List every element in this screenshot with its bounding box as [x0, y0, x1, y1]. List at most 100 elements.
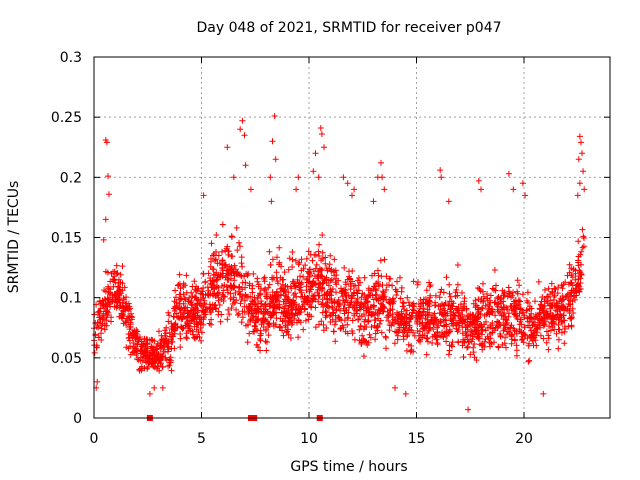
data-point — [381, 186, 388, 193]
data-point — [393, 292, 400, 298]
data-point — [579, 226, 586, 233]
data-point — [125, 317, 132, 324]
data-point — [297, 319, 304, 326]
data-point — [469, 329, 476, 335]
data-point — [280, 332, 287, 339]
data-point — [230, 296, 237, 303]
data-point — [517, 298, 524, 305]
data-point — [532, 298, 538, 305]
data-point — [227, 295, 234, 302]
data-point — [305, 248, 312, 255]
data-point — [221, 262, 228, 269]
data-point — [561, 340, 568, 347]
data-point — [478, 186, 484, 193]
data-point — [233, 224, 240, 231]
data-point — [351, 289, 358, 296]
data-point — [469, 336, 476, 343]
data-point — [512, 305, 519, 312]
data-point — [337, 325, 344, 332]
data-point — [105, 285, 112, 292]
data-point — [166, 362, 173, 369]
data-point — [295, 174, 302, 181]
data-point — [434, 328, 441, 335]
data-point — [161, 332, 168, 339]
data-point — [217, 318, 224, 325]
data-point — [503, 317, 510, 324]
data-point — [423, 351, 430, 358]
data-point — [543, 328, 550, 335]
data-point — [408, 327, 415, 334]
data-point — [320, 304, 327, 310]
y-tick-label: 0.1 — [60, 291, 82, 307]
data-point — [223, 272, 230, 279]
data-point — [497, 300, 504, 307]
data-point — [510, 289, 516, 296]
data-point — [429, 340, 436, 346]
data-point — [206, 320, 213, 327]
data-point — [528, 310, 535, 317]
data-point — [378, 329, 385, 336]
data-point — [544, 293, 550, 300]
data-point — [426, 283, 433, 290]
x-ticks: 0 5 10 15 20 — [90, 57, 533, 447]
data-point — [478, 305, 485, 312]
data-point — [338, 325, 345, 331]
data-point — [224, 276, 231, 283]
data-point — [504, 293, 511, 300]
data-point — [217, 271, 224, 278]
data-point — [503, 344, 509, 351]
data-point — [175, 281, 182, 288]
data-point — [526, 357, 533, 364]
data-point — [284, 309, 291, 316]
y-tick-label: 0.3 — [60, 50, 82, 66]
data-point — [578, 139, 584, 146]
data-point — [545, 332, 552, 339]
data-point — [371, 270, 378, 277]
data-point — [115, 283, 121, 290]
data-point — [579, 244, 586, 251]
data-point — [554, 290, 561, 297]
data-point — [451, 312, 458, 319]
data-point — [249, 298, 256, 304]
data-point — [197, 302, 204, 309]
data-point — [237, 272, 244, 279]
data-point — [331, 256, 338, 263]
data-point — [231, 262, 238, 269]
data-point — [188, 289, 195, 296]
data-point — [480, 293, 487, 300]
data-point — [404, 294, 411, 301]
data-point — [361, 337, 368, 344]
data-point — [142, 349, 149, 356]
data-point — [317, 125, 324, 131]
data-point — [101, 296, 108, 302]
data-point — [106, 191, 112, 198]
data-point — [543, 339, 550, 346]
data-point — [446, 326, 453, 333]
data-point — [305, 316, 312, 323]
data-point — [560, 312, 567, 319]
data-point — [228, 253, 235, 260]
data-point — [171, 327, 178, 334]
data-point — [289, 299, 295, 306]
data-point — [495, 344, 502, 351]
data-point — [276, 261, 283, 268]
data-point — [119, 303, 126, 310]
data-point — [398, 316, 405, 323]
data-point — [409, 314, 416, 321]
data-point — [280, 276, 287, 283]
data-point — [114, 293, 121, 300]
data-point — [239, 279, 246, 286]
data-point — [241, 309, 248, 316]
data-point — [480, 298, 487, 305]
data-point — [157, 339, 164, 346]
data-point — [239, 263, 246, 270]
data-point — [577, 269, 584, 275]
x-axis-label: GPS time / hours — [290, 459, 407, 475]
data-point — [215, 272, 221, 279]
data-point — [537, 332, 544, 339]
data-point — [276, 244, 283, 251]
data-point — [252, 301, 259, 308]
data-point — [154, 341, 161, 347]
data-point — [449, 339, 456, 346]
data-point — [302, 262, 309, 269]
